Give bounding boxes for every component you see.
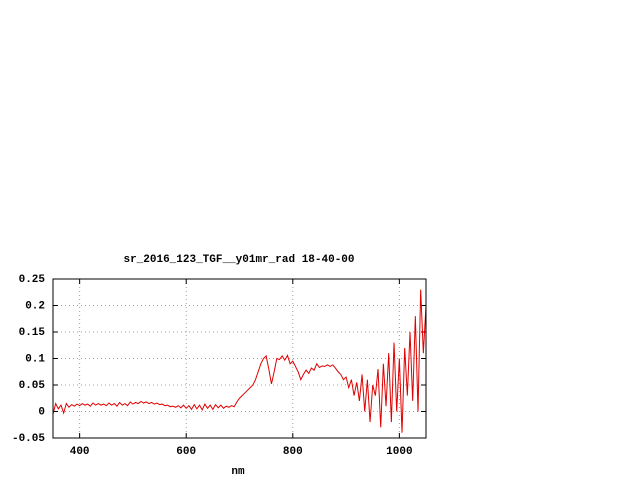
x-tick-label: 400 bbox=[70, 446, 90, 458]
x-tick-label: 800 bbox=[283, 446, 303, 458]
y-tick-label: 0.15 bbox=[19, 327, 46, 339]
plot-border bbox=[52, 278, 427, 439]
y-tick-label: 0.25 bbox=[19, 274, 46, 286]
chart-title: sr_2016_123_TGF__y01mr_rad 18-40-00 bbox=[123, 254, 354, 266]
y-tick-label: 0.2 bbox=[25, 300, 45, 312]
x-tick-label: 1000 bbox=[386, 446, 412, 458]
x-tick-label: 600 bbox=[176, 446, 196, 458]
y-tick-label: 0 bbox=[38, 406, 45, 418]
y-tick-label: 0.1 bbox=[25, 353, 45, 365]
x-axis-label: nm bbox=[231, 466, 245, 478]
y-tick-label: -0.05 bbox=[12, 433, 45, 445]
y-tick-label: 0.05 bbox=[19, 380, 46, 392]
data-line bbox=[52, 289, 427, 433]
